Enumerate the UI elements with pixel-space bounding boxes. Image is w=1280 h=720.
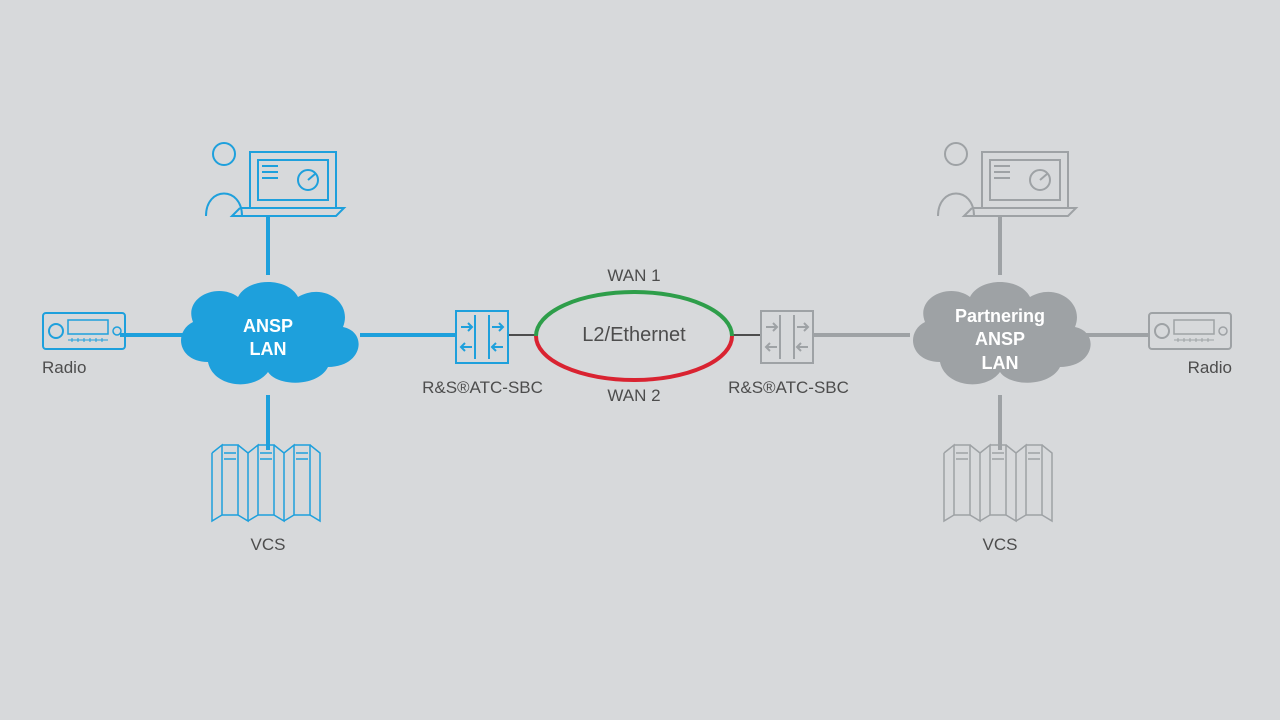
left-workstation-icon [196,138,346,220]
left-radio-icon [42,312,126,356]
right-cloud-text1: Partnering [955,306,1045,326]
right-cloud-text3: LAN [982,353,1019,373]
right-sbc-label: R&S®ATC-SBC [726,378,851,398]
left-vcs-icon [210,443,326,523]
left-sbc-label: R&S®ATC-SBC [420,378,545,398]
right-radio-label: Radio [1148,358,1232,378]
wan1-label: WAN 1 [598,266,670,286]
right-cloud-text2: ANSP [975,329,1025,349]
right-radio-icon [1148,312,1232,356]
right-workstation-icon [928,138,1078,220]
left-vcs-label: VCS [238,535,298,555]
left-sbc-icon [455,310,509,364]
left-cloud-label: ANSP LAN [228,315,308,362]
right-cloud-label: Partnering ANSP LAN [950,305,1050,375]
left-cloud-text2: LAN [250,339,287,359]
left-radio-label: Radio [42,358,126,378]
right-vcs-label: VCS [970,535,1030,555]
right-sbc-icon [760,310,814,364]
core-label: L2/Ethernet [575,324,693,347]
network-diagram: ANSP LAN Partnering ANSP LAN R&S®ATC-SBC [0,0,1280,720]
wan2-label: WAN 2 [598,386,670,406]
right-vcs-icon [942,443,1058,523]
left-cloud-text1: ANSP [243,316,293,336]
